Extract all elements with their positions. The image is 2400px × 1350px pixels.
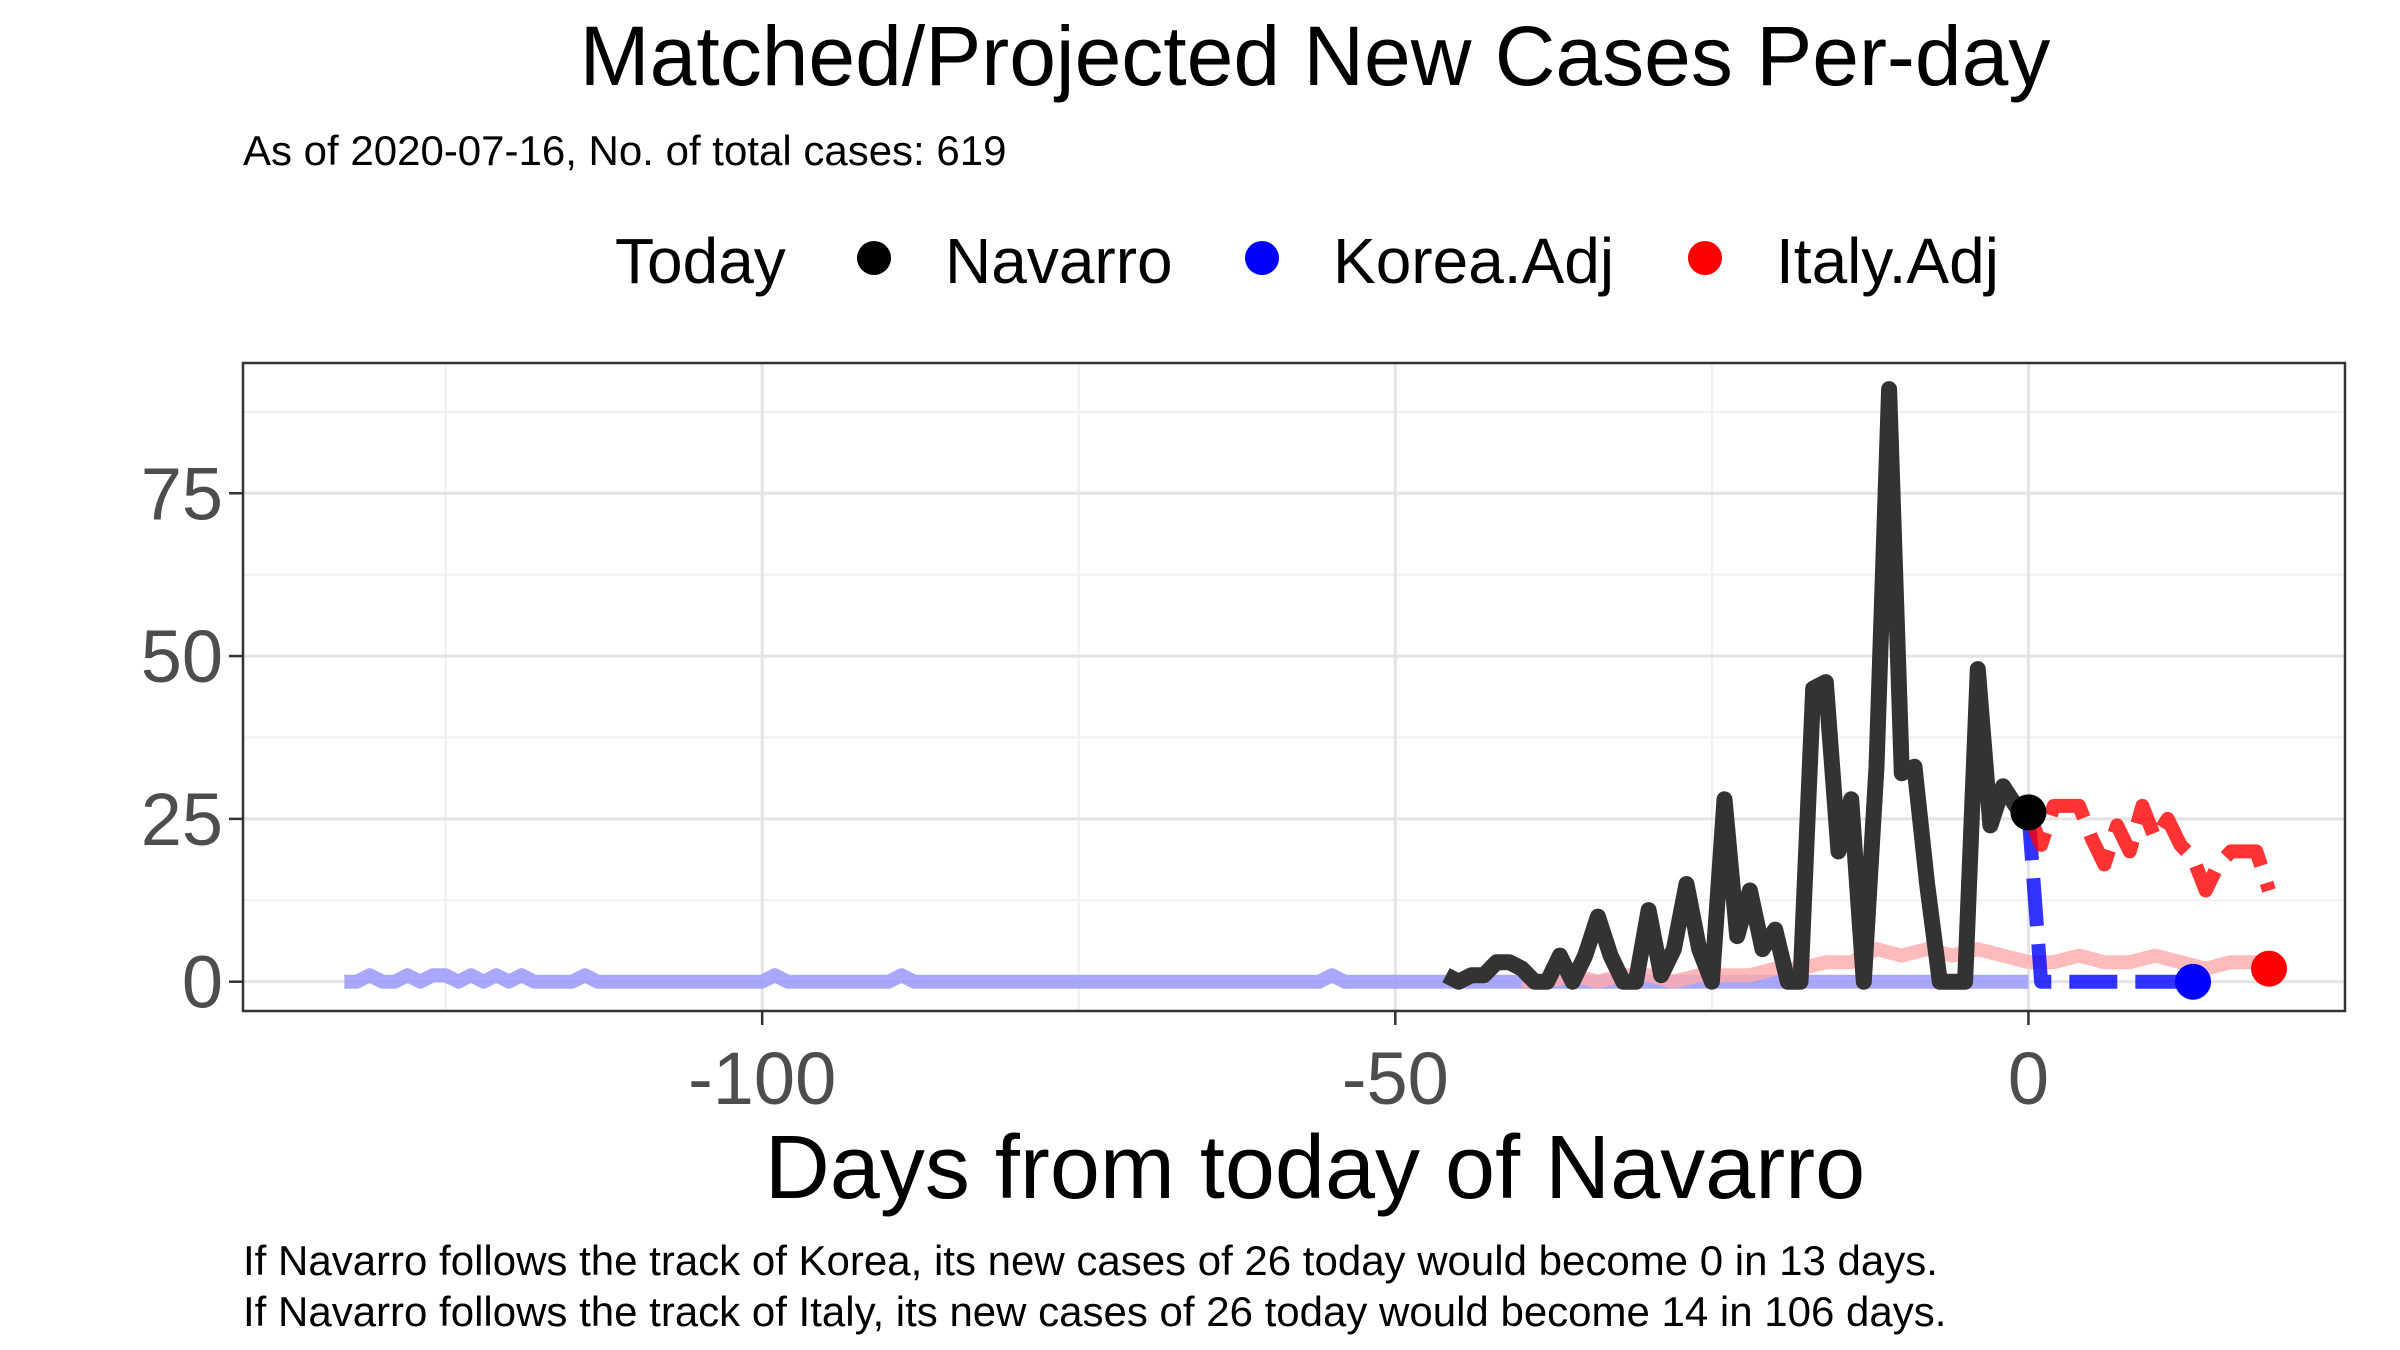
series-line-navarro-observed (1442, 381, 2033, 990)
today-point-navarro (2010, 794, 2047, 831)
series-layer (344, 381, 2276, 990)
x-tick-label: 0 (2008, 1037, 2049, 1120)
legend-title: Today (615, 225, 786, 297)
caption-italy: If Navarro follows the track of Italy, i… (243, 1288, 1946, 1335)
legend-label-korea: Korea.Adj (1333, 225, 1614, 297)
axes: -100 -50 0 0 25 50 75 (141, 452, 2049, 1120)
x-tick-label: -100 (688, 1037, 836, 1120)
legend-key-italy (1688, 241, 1722, 275)
chart-title: Matched/Projected New Cases Per-day (580, 9, 2051, 103)
legend-key-navarro (857, 241, 891, 275)
x-axis-title: Days from today of Navarro (765, 1118, 1865, 1218)
y-tick-label: 75 (141, 452, 223, 535)
plot-panel-border (241, 361, 2347, 1013)
legend: Today Navarro Korea.Adj Italy.Adj (615, 225, 1999, 297)
y-tick-label: 0 (182, 941, 223, 1024)
caption-korea: If Navarro follows the track of Korea, i… (243, 1237, 1938, 1284)
legend-label-italy: Italy.Adj (1776, 225, 1999, 297)
legend-key-korea (1245, 241, 1279, 275)
today-point-korea-adj (2175, 963, 2212, 1000)
today-point-italy-adj (2251, 950, 2288, 987)
series-line-italy-adj-projected (2021, 798, 2276, 898)
y-tick-label: 25 (141, 778, 223, 861)
series-line-korea-adj-projected (2021, 811, 2193, 989)
x-tick-label: -50 (1342, 1037, 1449, 1120)
series-line-korea-adj-matched (344, 968, 2029, 989)
today-points (2010, 794, 2288, 1000)
legend-label-navarro: Navarro (945, 225, 1173, 297)
y-tick-label: 50 (141, 615, 223, 698)
chart-subtitle: As of 2020-07-16, No. of total cases: 61… (243, 127, 1006, 174)
series-line-italy-adj-matched (2028, 948, 2269, 976)
